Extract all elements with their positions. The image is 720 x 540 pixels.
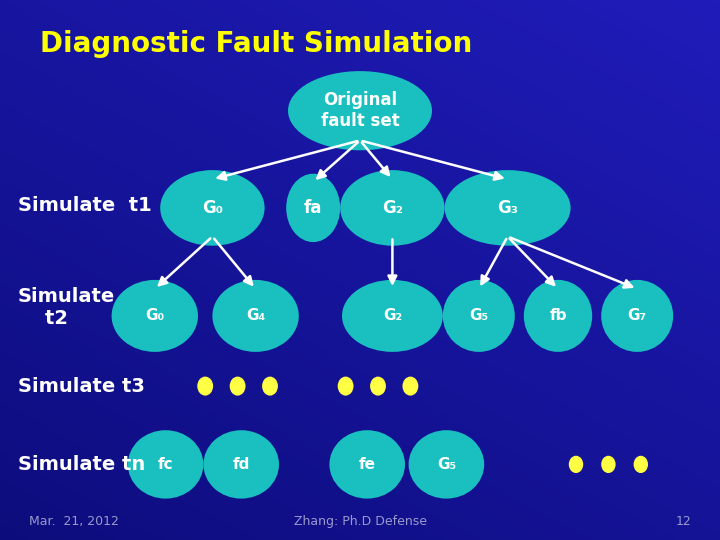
- Text: G₂: G₂: [383, 308, 402, 323]
- Ellipse shape: [523, 280, 593, 352]
- Ellipse shape: [160, 170, 265, 246]
- Text: G₅: G₅: [469, 308, 488, 323]
- Text: fc: fc: [158, 457, 174, 472]
- Ellipse shape: [402, 376, 418, 396]
- Ellipse shape: [204, 430, 279, 498]
- Ellipse shape: [569, 456, 583, 473]
- Ellipse shape: [112, 280, 198, 352]
- Text: G₀: G₀: [145, 308, 164, 323]
- Ellipse shape: [370, 376, 386, 396]
- Text: G₇: G₇: [628, 308, 647, 323]
- Text: G₀: G₀: [202, 199, 223, 217]
- Text: Simulate
    t2: Simulate t2: [18, 287, 115, 328]
- Ellipse shape: [288, 71, 432, 150]
- Ellipse shape: [409, 430, 485, 498]
- Ellipse shape: [444, 170, 570, 246]
- Text: G₃: G₃: [497, 199, 518, 217]
- Ellipse shape: [338, 376, 354, 396]
- Text: 12: 12: [675, 515, 691, 528]
- Text: G₄: G₄: [246, 308, 265, 323]
- Ellipse shape: [212, 280, 299, 352]
- Text: Simulate  t1: Simulate t1: [18, 195, 152, 215]
- Ellipse shape: [128, 430, 203, 498]
- Text: Original
fault set: Original fault set: [320, 91, 400, 130]
- Text: fa: fa: [304, 199, 323, 217]
- Text: fe: fe: [359, 457, 376, 472]
- Ellipse shape: [634, 456, 648, 473]
- Text: Simulate t3: Simulate t3: [18, 376, 145, 396]
- Ellipse shape: [287, 174, 340, 242]
- Text: G₂: G₂: [382, 199, 403, 217]
- Ellipse shape: [230, 376, 246, 396]
- Ellipse shape: [341, 170, 445, 246]
- Text: Mar.  21, 2012: Mar. 21, 2012: [29, 515, 119, 528]
- Text: fb: fb: [549, 308, 567, 323]
- Ellipse shape: [342, 280, 443, 352]
- Ellipse shape: [443, 280, 515, 352]
- Text: fd: fd: [233, 457, 250, 472]
- Ellipse shape: [197, 376, 213, 396]
- Ellipse shape: [329, 430, 405, 498]
- Ellipse shape: [262, 376, 278, 396]
- Text: Simulate tn: Simulate tn: [18, 455, 145, 474]
- Ellipse shape: [601, 456, 616, 473]
- Text: G₅: G₅: [437, 457, 456, 472]
- Text: Zhang: Ph.D Defense: Zhang: Ph.D Defense: [294, 515, 426, 528]
- Text: Diagnostic Fault Simulation: Diagnostic Fault Simulation: [40, 30, 472, 58]
- Ellipse shape: [601, 280, 673, 352]
